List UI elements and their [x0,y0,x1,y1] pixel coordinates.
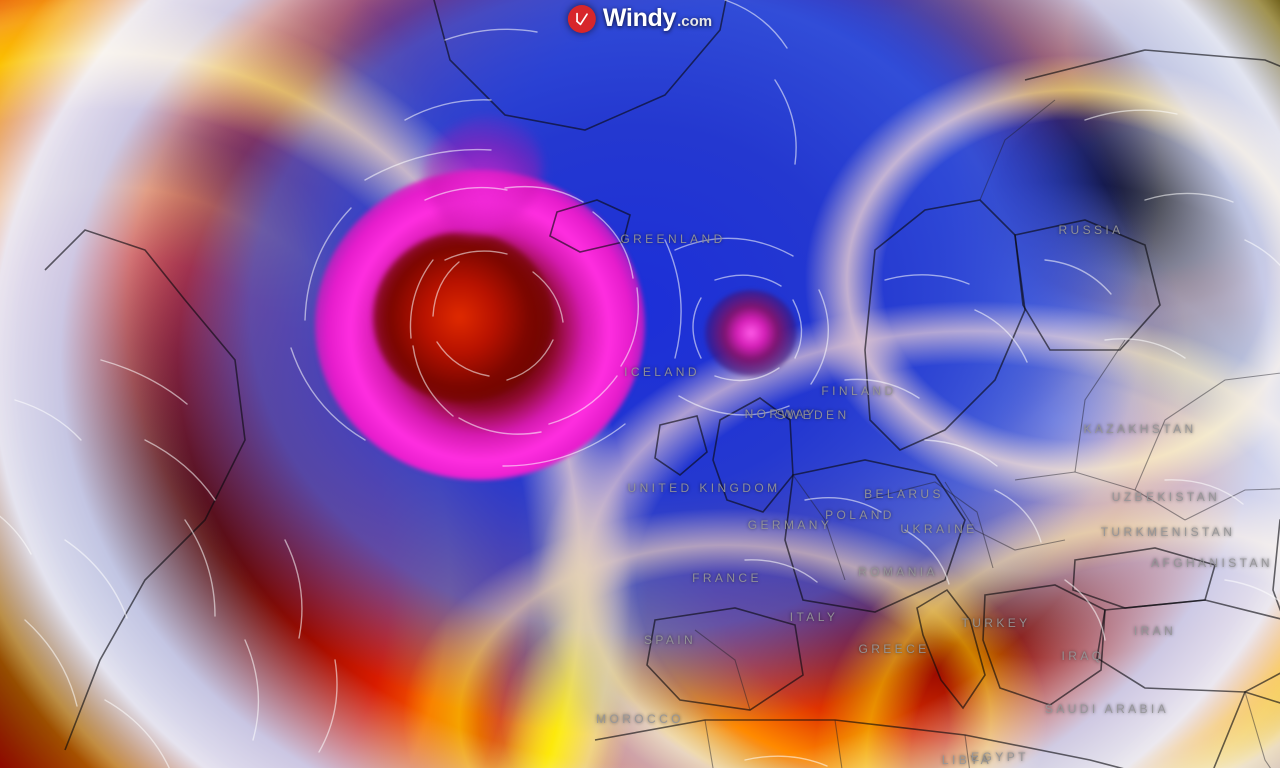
windy-logo-icon [567,4,596,33]
brand-name: Windy [602,4,677,32]
brand-suffix: .com [677,13,713,30]
windy-watermark[interactable]: Windy .com [567,4,712,33]
windy-wordmark: Windy .com [603,4,712,33]
